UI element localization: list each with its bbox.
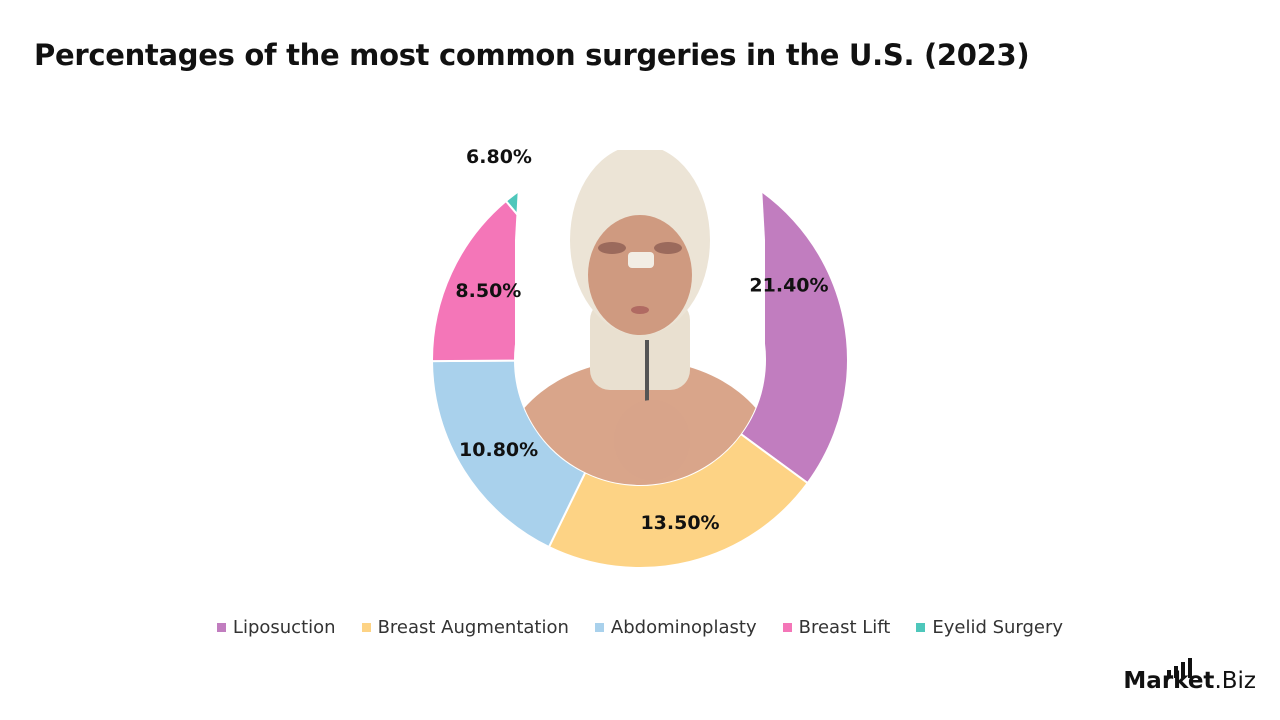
legend-swatch: [361, 623, 371, 632]
data-label: 13.50%: [640, 512, 719, 534]
legend-label: Breast Lift: [798, 617, 891, 638]
data-label: 8.50%: [455, 280, 521, 302]
legend-item: Abdominoplasty: [594, 617, 757, 638]
chart-title: Percentages of the most common surgeries…: [34, 38, 1030, 72]
marketbiz-logo: Market.Biz: [1123, 658, 1256, 694]
legend-item: Breast Lift: [782, 617, 891, 638]
legend-label: Liposuction: [232, 617, 336, 638]
legend-swatch: [594, 623, 604, 632]
legend-item: Eyelid Surgery: [916, 617, 1063, 638]
legend-label: Breast Augmentation: [377, 617, 569, 638]
legend-item: Liposuction: [216, 617, 336, 638]
chart-legend: Liposuction Breast Augmentation Abdominopl…: [0, 617, 1280, 638]
bar-chart-icon: [1167, 658, 1193, 678]
data-label: 21.40%: [749, 275, 828, 297]
legend-item: Breast Augmentation: [361, 617, 569, 638]
legend-swatch: [916, 623, 926, 632]
legend-label: Eyelid Surgery: [932, 617, 1064, 638]
legend-label: Abdominoplasty: [610, 617, 757, 638]
logo-text-light: .Biz: [1214, 668, 1256, 694]
center-photo: [515, 150, 765, 485]
data-label: 6.80%: [466, 146, 532, 168]
legend-swatch: [782, 623, 792, 632]
data-label: 10.80%: [459, 439, 538, 461]
legend-swatch: [216, 623, 226, 632]
